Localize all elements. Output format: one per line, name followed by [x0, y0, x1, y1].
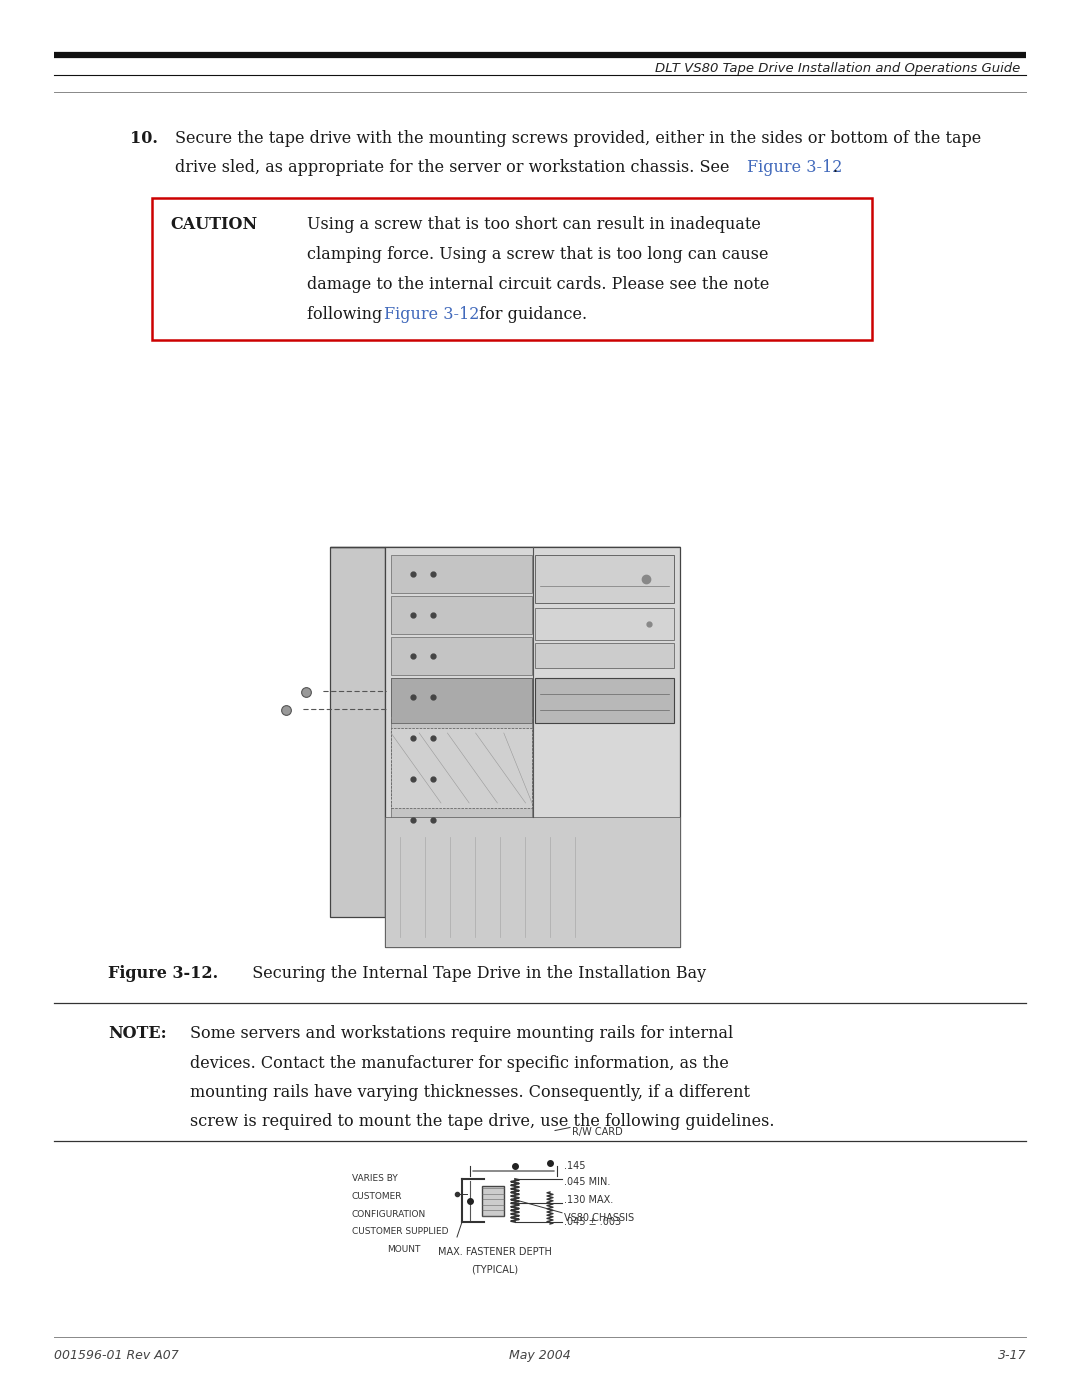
FancyBboxPatch shape	[535, 643, 674, 668]
Text: 001596-01 Rev A07: 001596-01 Rev A07	[54, 1350, 179, 1362]
Text: (TYPICAL): (TYPICAL)	[472, 1266, 518, 1275]
FancyBboxPatch shape	[391, 637, 532, 675]
Text: Figure 3-12: Figure 3-12	[747, 158, 842, 176]
FancyBboxPatch shape	[384, 548, 680, 947]
Text: VARIES BY: VARIES BY	[352, 1173, 397, 1183]
Text: devices. Contact the manufacturer for specific information, as the: devices. Contact the manufacturer for sp…	[190, 1055, 729, 1071]
Text: Using a screw that is too short can result in inadequate: Using a screw that is too short can resu…	[307, 217, 761, 233]
FancyBboxPatch shape	[391, 678, 532, 724]
Text: damage to the internal circuit cards. Please see the note: damage to the internal circuit cards. Pl…	[307, 277, 769, 293]
FancyBboxPatch shape	[391, 800, 532, 840]
Text: MOUNT: MOUNT	[387, 1245, 420, 1255]
Text: CAUTION: CAUTION	[170, 217, 257, 233]
Text: CUSTOMER SUPPLIED: CUSTOMER SUPPLIED	[352, 1227, 448, 1236]
Text: .045 MIN.: .045 MIN.	[564, 1178, 610, 1187]
Text: Secure the tape drive with the mounting screws provided, either in the sides or : Secure the tape drive with the mounting …	[175, 130, 982, 147]
FancyBboxPatch shape	[391, 555, 532, 592]
FancyBboxPatch shape	[391, 719, 532, 757]
FancyBboxPatch shape	[482, 1186, 503, 1215]
FancyBboxPatch shape	[535, 678, 674, 724]
Text: Figure 3-12: Figure 3-12	[384, 306, 480, 323]
Text: May 2004: May 2004	[509, 1350, 571, 1362]
Text: 3-17: 3-17	[998, 1350, 1026, 1362]
Text: .: .	[832, 158, 837, 176]
FancyBboxPatch shape	[384, 817, 680, 947]
Text: drive sled, as appropriate for the server or workstation chassis. See: drive sled, as appropriate for the serve…	[175, 158, 734, 176]
Text: .130 MAX.: .130 MAX.	[564, 1194, 613, 1206]
Text: Figure 3-12.: Figure 3-12.	[108, 965, 218, 982]
Text: R/W CARD: R/W CARD	[572, 1127, 623, 1137]
Text: .045 ± .003: .045 ± .003	[564, 1217, 621, 1227]
Text: Some servers and workstations require mounting rails for internal: Some servers and workstations require mo…	[190, 1025, 733, 1042]
FancyBboxPatch shape	[535, 555, 674, 604]
Text: Securing the Internal Tape Drive in the Installation Bay: Securing the Internal Tape Drive in the …	[242, 965, 706, 982]
Text: CUSTOMER: CUSTOMER	[352, 1192, 403, 1201]
Text: clamping force. Using a screw that is too long can cause: clamping force. Using a screw that is to…	[307, 246, 769, 263]
Text: following: following	[307, 306, 388, 323]
Text: screw is required to mount the tape drive, use the following guidelines.: screw is required to mount the tape driv…	[190, 1113, 774, 1130]
Text: NOTE:: NOTE:	[108, 1025, 166, 1042]
FancyBboxPatch shape	[391, 678, 532, 717]
Text: VS80 CHASSIS: VS80 CHASSIS	[564, 1213, 634, 1222]
FancyBboxPatch shape	[391, 760, 532, 798]
FancyBboxPatch shape	[535, 608, 674, 640]
Text: CONFIGURATION: CONFIGURATION	[352, 1210, 427, 1220]
Polygon shape	[330, 548, 384, 916]
Text: DLT VS80 Tape Drive Installation and Operations Guide: DLT VS80 Tape Drive Installation and Ope…	[654, 61, 1020, 75]
FancyBboxPatch shape	[391, 728, 532, 807]
FancyBboxPatch shape	[391, 597, 532, 634]
Text: mounting rails have varying thicknesses. Consequently, if a different: mounting rails have varying thicknesses.…	[190, 1084, 750, 1101]
Text: 10.: 10.	[130, 130, 158, 147]
Text: .145: .145	[564, 1161, 585, 1171]
Text: MAX. FASTENER DEPTH: MAX. FASTENER DEPTH	[438, 1248, 552, 1257]
FancyBboxPatch shape	[152, 198, 872, 339]
Text: for guidance.: for guidance.	[474, 306, 588, 323]
